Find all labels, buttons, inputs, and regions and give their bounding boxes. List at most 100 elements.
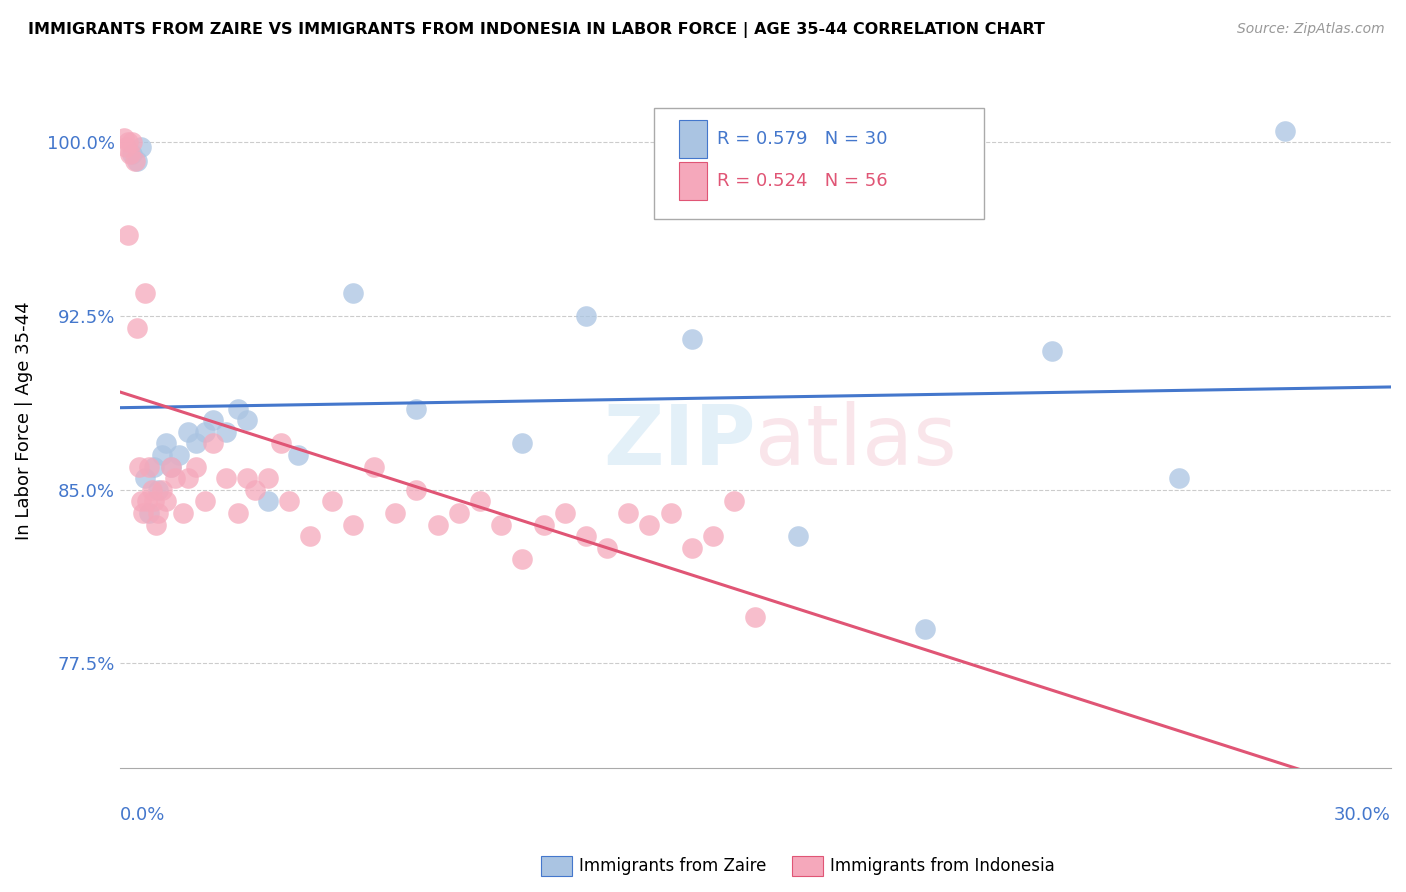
Point: [342, 517, 364, 532]
Point: [117, 228, 139, 243]
Point: [155, 494, 177, 508]
Point: [533, 517, 555, 532]
Text: atlas: atlas: [755, 401, 957, 482]
Point: [447, 506, 470, 520]
Point: [405, 483, 427, 497]
Point: [125, 320, 148, 334]
Point: [142, 459, 165, 474]
Point: [287, 448, 309, 462]
Point: [138, 506, 160, 520]
Point: [228, 401, 250, 416]
Point: [184, 436, 207, 450]
Point: [384, 506, 406, 520]
Bar: [679, 161, 707, 200]
Point: [121, 136, 143, 150]
Text: R = 0.524   N = 56: R = 0.524 N = 56: [717, 171, 887, 190]
Point: [201, 436, 224, 450]
Point: [176, 471, 198, 485]
Y-axis label: In Labor Force | Age 35-44: In Labor Force | Age 35-44: [15, 301, 32, 540]
Text: 30.0%: 30.0%: [1334, 805, 1391, 824]
Text: ZIP: ZIP: [603, 401, 755, 482]
Point: [124, 153, 146, 168]
Bar: [679, 120, 707, 158]
Point: [136, 494, 159, 508]
Point: [681, 332, 703, 346]
Point: [489, 517, 512, 532]
Point: [510, 552, 533, 566]
Point: [554, 506, 576, 520]
Point: [121, 147, 143, 161]
Point: [193, 494, 215, 508]
Point: [270, 436, 292, 450]
Point: [146, 506, 169, 520]
Point: [159, 459, 181, 474]
Point: [245, 483, 267, 497]
Point: [638, 517, 661, 532]
Point: [914, 622, 936, 636]
Point: [176, 425, 198, 439]
Point: [193, 425, 215, 439]
Point: [596, 541, 619, 555]
Point: [155, 436, 177, 450]
Point: [167, 448, 190, 462]
Point: [659, 506, 682, 520]
Text: IMMIGRANTS FROM ZAIRE VS IMMIGRANTS FROM INDONESIA IN LABOR FORCE | AGE 35-44 CO: IMMIGRANTS FROM ZAIRE VS IMMIGRANTS FROM…: [28, 22, 1045, 38]
Point: [150, 448, 173, 462]
Point: [321, 494, 343, 508]
Point: [129, 494, 152, 508]
Point: [236, 413, 259, 427]
Point: [342, 285, 364, 300]
Point: [115, 140, 138, 154]
Point: [468, 494, 491, 508]
Text: 0.0%: 0.0%: [120, 805, 165, 824]
Point: [257, 494, 280, 508]
Point: [132, 506, 155, 520]
Point: [142, 494, 165, 508]
Point: [134, 471, 156, 485]
Point: [236, 471, 259, 485]
Point: [723, 494, 745, 508]
Point: [184, 459, 207, 474]
Point: [363, 459, 385, 474]
Point: [215, 425, 238, 439]
Point: [278, 494, 301, 508]
Point: [150, 483, 173, 497]
Point: [228, 506, 250, 520]
Point: [702, 529, 724, 543]
Point: [145, 517, 167, 532]
Point: [120, 147, 142, 161]
Point: [215, 471, 238, 485]
Point: [786, 529, 808, 543]
Point: [172, 506, 194, 520]
Text: Immigrants from Indonesia: Immigrants from Indonesia: [830, 857, 1054, 875]
Text: Immigrants from Zaire: Immigrants from Zaire: [579, 857, 766, 875]
Point: [138, 459, 160, 474]
Point: [125, 153, 148, 168]
Text: R = 0.579   N = 30: R = 0.579 N = 30: [717, 130, 887, 148]
Point: [159, 459, 181, 474]
Point: [163, 471, 186, 485]
Point: [681, 541, 703, 555]
Point: [510, 436, 533, 450]
Point: [405, 401, 427, 416]
Point: [1040, 343, 1063, 358]
Text: Source: ZipAtlas.com: Source: ZipAtlas.com: [1237, 22, 1385, 37]
Point: [575, 529, 598, 543]
Point: [1274, 124, 1296, 138]
Point: [146, 483, 169, 497]
FancyBboxPatch shape: [654, 108, 984, 219]
Point: [1168, 471, 1191, 485]
Point: [744, 610, 766, 624]
Point: [128, 459, 150, 474]
Point: [617, 506, 640, 520]
Point: [575, 309, 598, 323]
Point: [129, 140, 152, 154]
Point: [117, 136, 139, 150]
Point: [141, 483, 163, 497]
Point: [299, 529, 322, 543]
Point: [201, 413, 224, 427]
Point: [134, 285, 156, 300]
Point: [426, 517, 449, 532]
Point: [112, 131, 135, 145]
Point: [257, 471, 280, 485]
